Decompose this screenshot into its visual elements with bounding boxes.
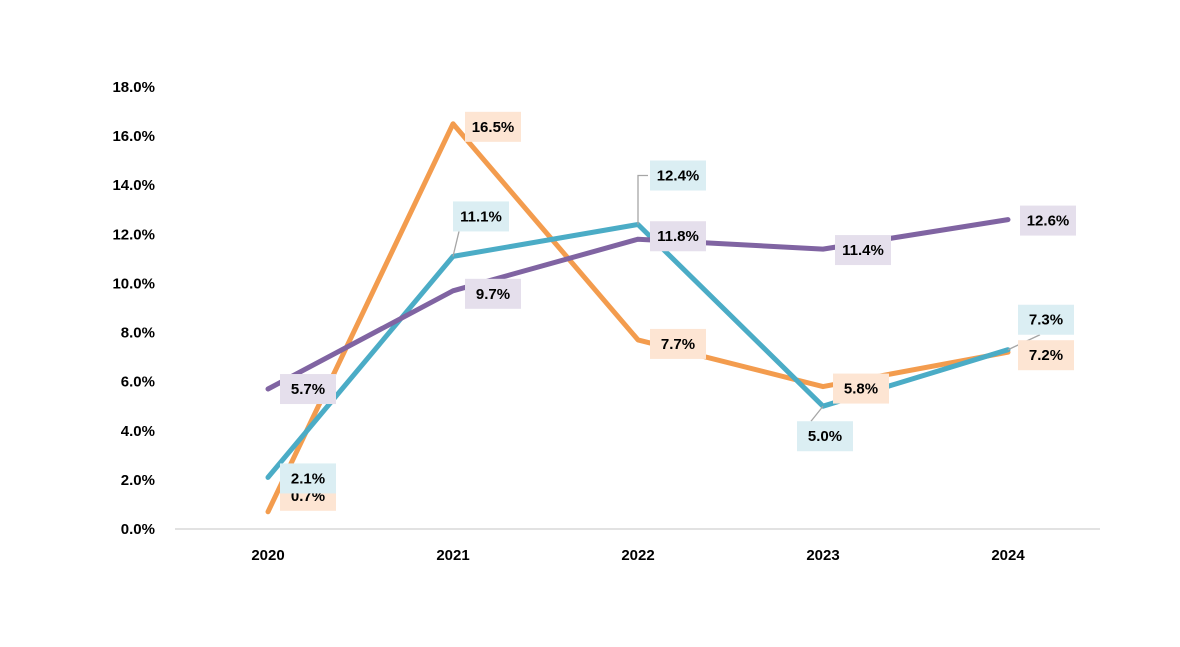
- y-axis-ticks: 0.0% 2.0% 4.0% 6.0% 8.0% 10.0% 12.0% 14.0% 16.0%…: [112, 79, 155, 538]
- y-tick-label: 10.0%: [112, 275, 155, 292]
- data-label: 11.4%: [842, 242, 884, 259]
- series-line-2: [265, 217, 1011, 392]
- data-label: 5.0%: [808, 428, 842, 445]
- data-label-box: [650, 160, 706, 191]
- y-tick-label: 4.0%: [121, 423, 155, 440]
- x-tick-label: 2023: [806, 547, 839, 564]
- leader-line: [452, 231, 460, 257]
- data-label-box: [465, 111, 521, 142]
- y-tick-label: 14.0%: [112, 177, 155, 194]
- data-label-box: [835, 235, 891, 266]
- data-label: 5.7%: [291, 381, 325, 398]
- data-label: 12.6%: [1027, 213, 1070, 230]
- leader-lines: [452, 174, 1041, 422]
- y-tick-label: 18.0%: [112, 79, 155, 96]
- data-label: 7.7%: [661, 336, 695, 353]
- data-label-box: [280, 374, 336, 405]
- data-label: 5.8%: [844, 381, 878, 398]
- data-label-box: [453, 201, 509, 232]
- data-label-box: [1020, 205, 1076, 236]
- data-label-box: [465, 278, 521, 309]
- y-tick-label: 8.0%: [121, 325, 155, 342]
- data-label-box: [650, 221, 706, 252]
- data-label-box: [280, 463, 336, 494]
- data-label: 2.1%: [291, 470, 325, 487]
- y-tick-label: 6.0%: [121, 374, 155, 391]
- x-axis-ticks: 2020 2021 2022 2023 2024: [251, 547, 1025, 564]
- data-label-box: [1018, 304, 1074, 335]
- data-label: 16.5%: [472, 119, 515, 136]
- data-label: 11.8%: [657, 228, 699, 245]
- data-label: 9.7%: [476, 286, 510, 303]
- data-label: 7.2%: [1029, 347, 1063, 364]
- x-tick-label: 2022: [621, 547, 654, 564]
- data-label-box: [650, 328, 706, 359]
- x-tick-label: 2024: [991, 547, 1025, 564]
- y-tick-label: 16.0%: [112, 128, 155, 145]
- data-label: 7.3%: [1029, 312, 1063, 329]
- leader-line: [637, 174, 648, 225]
- x-tick-label: 2020: [251, 547, 284, 564]
- x-tick-label: 2021: [436, 547, 469, 564]
- data-label-box: [1018, 340, 1074, 371]
- y-tick-label: 0.0%: [121, 521, 155, 538]
- leader-line: [810, 405, 824, 422]
- series-line-1: [265, 222, 1011, 480]
- y-tick-label: 12.0%: [112, 226, 155, 243]
- data-labels: 0.7%16.5%7.7%5.8%7.2%2.1%11.1%12.4%5.0%7…: [280, 111, 1076, 511]
- y-tick-label: 2.0%: [121, 472, 155, 489]
- data-label-box: [797, 421, 853, 452]
- data-label: 12.4%: [657, 168, 700, 185]
- data-label: 11.1%: [460, 208, 502, 225]
- data-label-box: [833, 373, 889, 404]
